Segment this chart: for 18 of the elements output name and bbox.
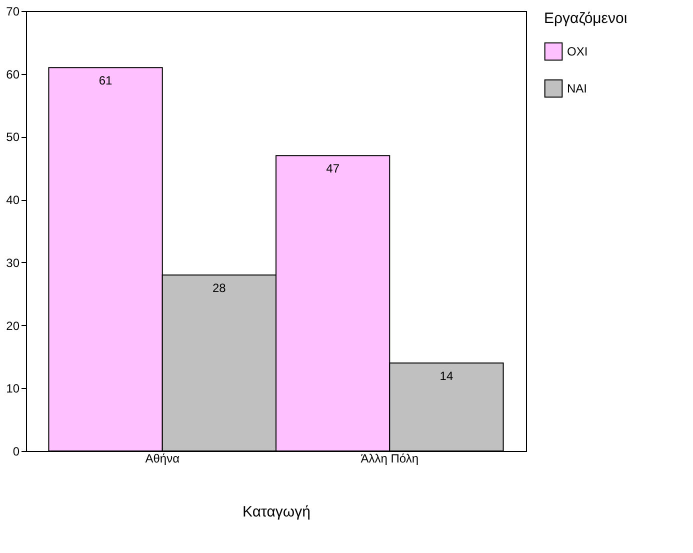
data-label: 47 (326, 162, 340, 176)
y-tick-label: 20 (6, 318, 20, 333)
y-tick-label: 10 (6, 382, 20, 396)
x-axis-title: Καταγωγή (242, 504, 310, 520)
data-label: 28 (212, 281, 226, 295)
y-tick-label: 60 (6, 67, 20, 82)
data-label: 14 (440, 369, 454, 383)
y-tick-label: 30 (6, 256, 20, 270)
legend-label: ΝΑΙ (567, 82, 588, 96)
legend-label: ΟΧΙ (567, 44, 588, 58)
data-label: 61 (98, 74, 113, 88)
y-tick-label: 50 (6, 130, 20, 144)
y-tick-label: 0 (12, 444, 20, 458)
legend-title: Εργαζόμενοι (544, 10, 628, 27)
y-tick-label: 40 (6, 193, 20, 208)
x-tick-label: Αθήνα (145, 452, 180, 466)
x-tick-label: Άλλη Πόλη (360, 452, 419, 466)
y-tick-label: 70 (6, 4, 20, 18)
